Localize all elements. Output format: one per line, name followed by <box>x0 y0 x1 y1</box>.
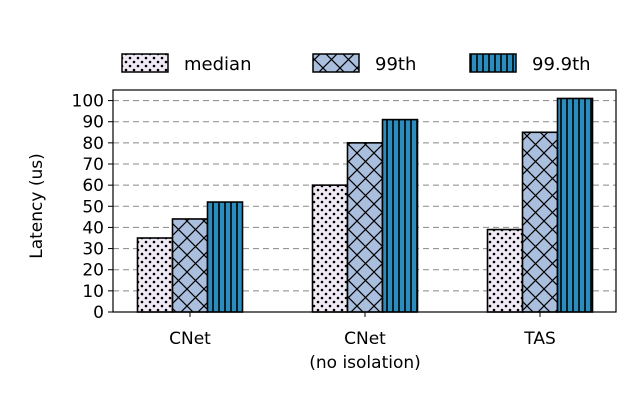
bar-hatch <box>486 228 524 313</box>
legend-swatch-hatch <box>121 53 169 73</box>
y-tick-label: 80 <box>82 134 104 154</box>
bar-hatch <box>311 184 349 313</box>
x-tick-label: (no isolation) <box>309 353 421 373</box>
y-tick-label: 90 <box>82 113 104 133</box>
bar-hatch <box>556 97 594 313</box>
bar-median-0 <box>136 237 174 313</box>
x-axis: CNet CNet (no isolation) TAS <box>169 312 556 373</box>
bar-hatch <box>521 131 559 313</box>
bar-99.9th-1 <box>381 118 419 313</box>
bar-99.9th-0 <box>206 201 244 313</box>
legend-item-99.9th: 99.9th <box>469 53 591 75</box>
bar-99th-2 <box>521 131 559 313</box>
y-tick-label: 60 <box>82 176 104 196</box>
legend-swatch-hatch <box>312 53 360 73</box>
legend: median 99th 99.9th <box>121 53 591 75</box>
bar-hatch <box>136 237 174 313</box>
bar-99th-1 <box>346 142 384 313</box>
y-tick-label: 50 <box>82 197 104 217</box>
bar-hatch <box>171 218 209 313</box>
y-tick-label: 100 <box>72 92 104 112</box>
legend-label: 99.9th <box>532 54 591 75</box>
y-tick-label: 0 <box>93 303 104 323</box>
y-tick-label: 70 <box>82 155 104 175</box>
bar-99.9th-2 <box>556 97 594 313</box>
y-tick-label: 20 <box>82 261 104 281</box>
x-tick-label: CNet <box>169 329 211 349</box>
x-tick-label: CNet <box>344 329 386 349</box>
bar-hatch <box>381 118 419 313</box>
y-axis-label: Latency (us) <box>27 153 47 259</box>
x-tick-label: TAS <box>523 329 556 349</box>
legend-label: 99th <box>375 54 416 75</box>
legend-item-99th: 99th <box>312 53 416 75</box>
y-tick-label: 40 <box>82 218 104 238</box>
bars <box>136 97 594 313</box>
legend-swatch-hatch <box>469 53 517 73</box>
legend-item-median: median <box>121 53 251 75</box>
bar-median-2 <box>486 228 524 313</box>
bar-hatch <box>346 142 384 313</box>
bar-hatch <box>206 201 244 313</box>
y-tick-label: 10 <box>82 282 104 302</box>
bar-median-1 <box>311 184 349 313</box>
y-tick-label: 30 <box>82 240 104 260</box>
bar-99th-0 <box>171 218 209 313</box>
legend-label: median <box>184 54 251 75</box>
